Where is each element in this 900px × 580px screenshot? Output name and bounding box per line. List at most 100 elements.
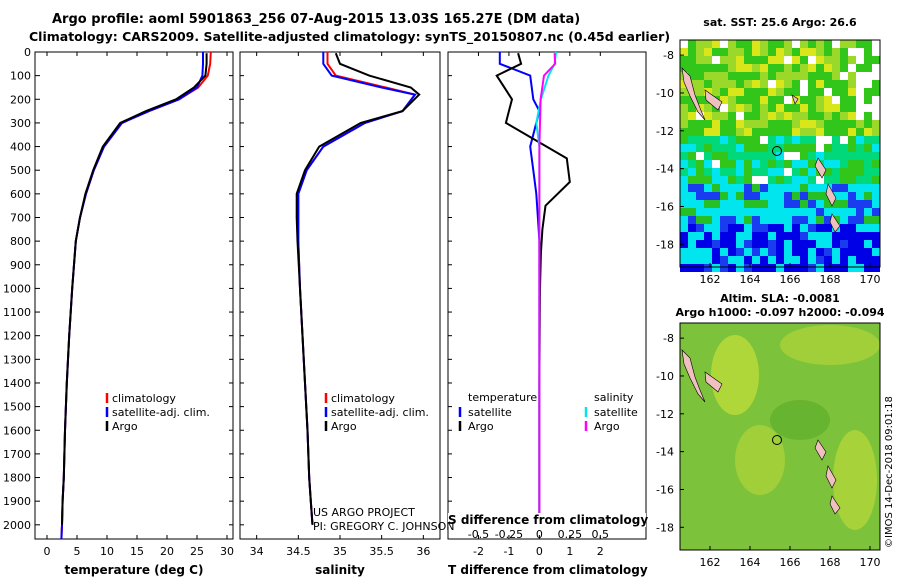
sst-cell <box>736 128 744 136</box>
sst-cell <box>784 80 792 88</box>
sst-cell <box>760 40 768 48</box>
sst-cell <box>728 96 736 104</box>
sst-cell <box>832 40 840 48</box>
map-lon-tick-label: 168 <box>820 273 841 286</box>
sst-cell <box>736 104 744 112</box>
depth-tick-label: 400 <box>10 141 31 154</box>
sst-cell <box>680 88 688 96</box>
sst-cell <box>704 224 712 232</box>
sst-cell <box>776 208 784 216</box>
sst-cell <box>776 160 784 168</box>
sst-cell <box>816 40 824 48</box>
sst-cell <box>784 136 792 144</box>
sst-cell <box>752 168 760 176</box>
sst-cell <box>696 40 704 48</box>
sst-cell <box>776 256 784 264</box>
sst-cell <box>872 216 880 224</box>
sst-cell <box>816 248 824 256</box>
depth-tick-label: 1000 <box>3 282 31 295</box>
sst-cell <box>872 152 880 160</box>
sst-cell <box>816 56 824 64</box>
sst-cell <box>824 208 832 216</box>
sst-cell <box>832 200 840 208</box>
sst-cell <box>752 184 760 192</box>
sla-map-patch <box>711 335 759 415</box>
sst-cell <box>872 200 880 208</box>
s-difference-tick-label: 0 <box>536 528 543 541</box>
sst-cell <box>824 200 832 208</box>
sst-cell <box>824 136 832 144</box>
sst-cell <box>704 128 712 136</box>
sst-cell <box>736 160 744 168</box>
sst-cell <box>680 264 688 272</box>
sst-cell <box>832 248 840 256</box>
sst-cell <box>736 64 744 72</box>
sst-cell <box>680 176 688 184</box>
sst-cell <box>776 264 784 272</box>
sst-cell <box>792 176 800 184</box>
sst-cell <box>864 248 872 256</box>
sst-cell <box>712 144 720 152</box>
sst-cell <box>736 48 744 56</box>
sst-cell <box>680 80 688 88</box>
sst-cell <box>824 104 832 112</box>
sst-cell <box>808 120 816 128</box>
sst-cell <box>704 264 712 272</box>
sst-cell <box>768 56 776 64</box>
sst-cell <box>824 88 832 96</box>
sst-cell <box>856 96 864 104</box>
sst-cell <box>720 200 728 208</box>
sst-cell <box>704 104 712 112</box>
sst-cell <box>840 224 848 232</box>
sst-cell <box>696 152 704 160</box>
sst-cell <box>680 48 688 56</box>
sst-cell <box>680 208 688 216</box>
sst-cell <box>800 192 808 200</box>
legend-label: climatology <box>112 392 176 405</box>
sst-cell <box>784 40 792 48</box>
depth-tick-label: 600 <box>10 188 31 201</box>
sst-cell <box>816 200 824 208</box>
sst-cell <box>688 200 696 208</box>
sst-cell <box>872 40 880 48</box>
sst-cell <box>712 264 720 272</box>
sst-cell <box>792 120 800 128</box>
sst-cell <box>840 144 848 152</box>
sst-cell <box>784 248 792 256</box>
depth-tick-label: 200 <box>10 93 31 106</box>
sst-cell <box>720 184 728 192</box>
sla-map-island <box>704 371 723 393</box>
project-credit-line-1: US ARGO PROJECT <box>313 506 415 519</box>
sst-cell <box>784 256 792 264</box>
sst-cell <box>760 80 768 88</box>
x-tick-label: 5 <box>74 545 81 558</box>
sst-cell <box>720 40 728 48</box>
sst-cell <box>784 216 792 224</box>
sst-cell <box>848 248 856 256</box>
sst-cell <box>816 136 824 144</box>
sst-cell <box>848 200 856 208</box>
sst-cell <box>848 128 856 136</box>
sst-cell <box>832 144 840 152</box>
sst-cell <box>720 224 728 232</box>
sst-cell <box>736 248 744 256</box>
difference-plot-frame <box>447 51 647 540</box>
sst-cell <box>728 144 736 152</box>
sst-map-island <box>829 213 841 233</box>
sst-cell <box>800 208 808 216</box>
sst-cell <box>704 232 712 240</box>
sst-cell <box>776 240 784 248</box>
map-lat-tick-label: -12 <box>656 408 674 421</box>
sst-cell <box>680 152 688 160</box>
sst-cell <box>768 80 776 88</box>
sst-cell <box>768 248 776 256</box>
sst-cell <box>712 216 720 224</box>
sst-cell <box>752 248 760 256</box>
sst-cell <box>832 176 840 184</box>
sst-cell <box>696 232 704 240</box>
sst-cell <box>728 264 736 272</box>
sst-cell <box>760 192 768 200</box>
sst-cell <box>824 240 832 248</box>
sst-cell <box>784 96 792 104</box>
